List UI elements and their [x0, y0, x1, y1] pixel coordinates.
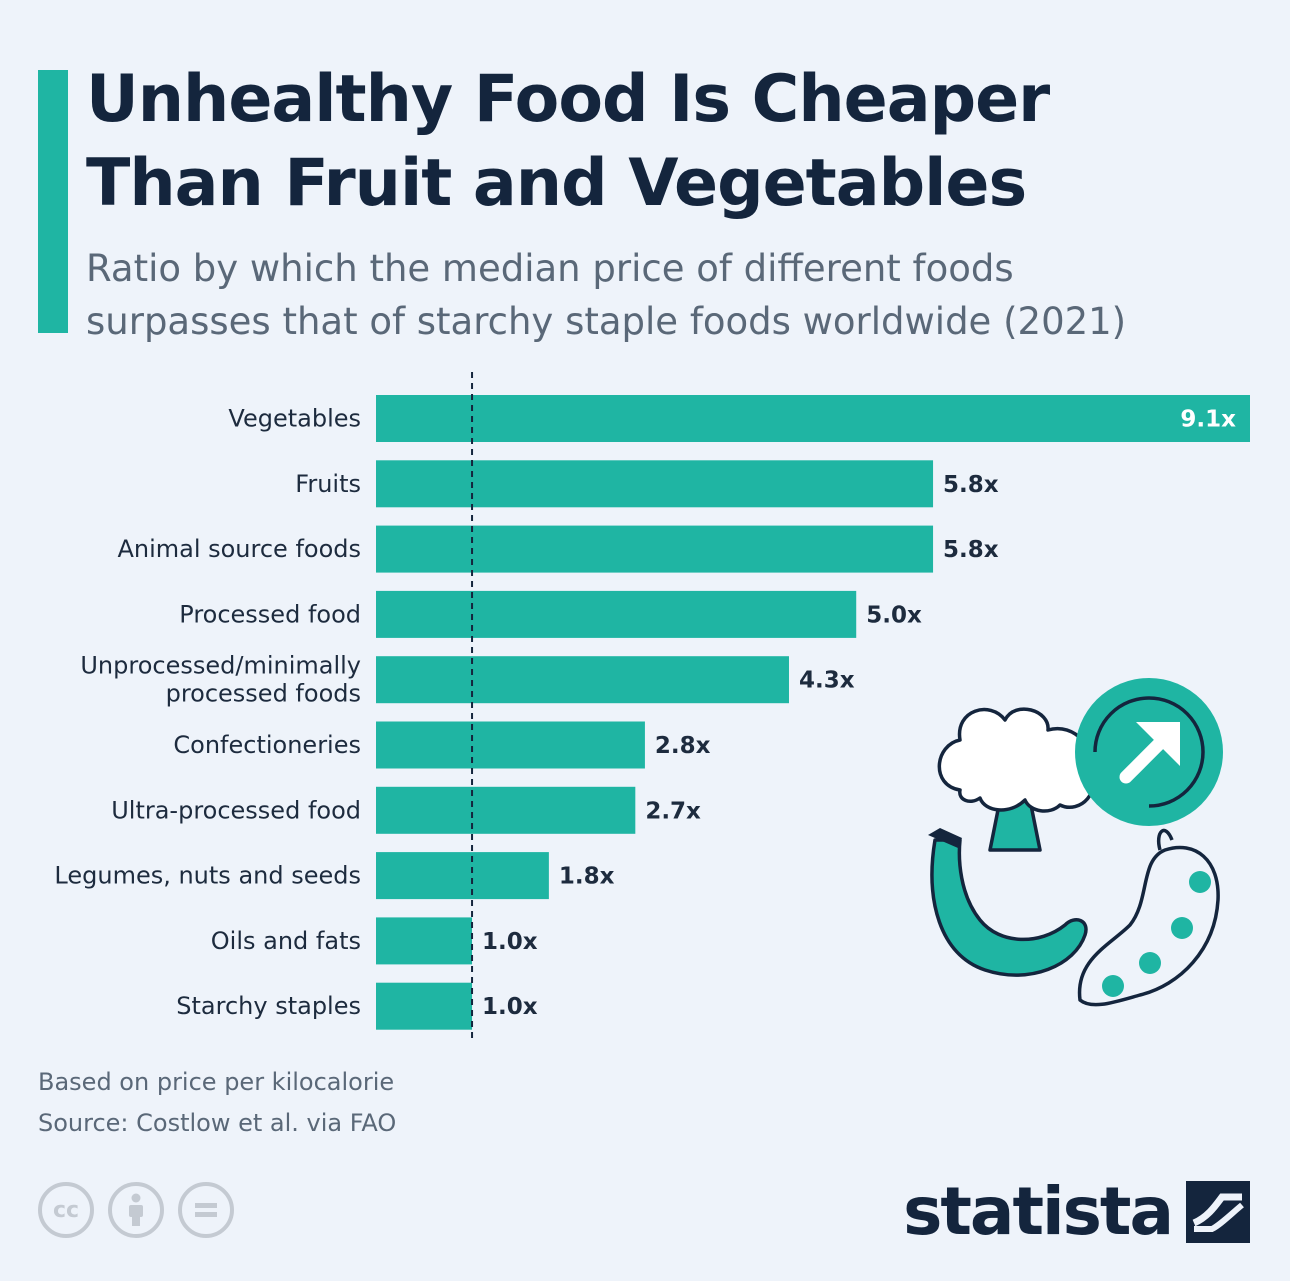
statista-logo[interactable]: statista: [903, 1174, 1250, 1250]
subtitle-line-1: Ratio by which the median price of diffe…: [86, 247, 1014, 290]
arrow-up-right-icon: [1075, 678, 1223, 826]
value-label-3: 5.0x: [866, 602, 922, 628]
category-label-9: Starchy staples: [176, 992, 361, 1020]
category-label-6: Ultra-processed food: [111, 796, 361, 824]
title-accent-bar: [38, 70, 68, 333]
footnote-source: Source: Costlow et al. via FAO: [38, 1109, 397, 1137]
category-label-1: Fruits: [295, 470, 361, 498]
category-label-4-1: processed foods: [166, 680, 361, 708]
category-label-8: Oils and fats: [211, 927, 361, 955]
value-label-8: 1.0x: [482, 929, 538, 955]
broccoli-icon: [937, 707, 1094, 852]
bar-8: [376, 917, 473, 965]
subtitle-line-2: surpasses that of starchy staple foods w…: [86, 300, 1127, 343]
value-label-7: 1.8x: [559, 864, 615, 890]
bar-4: [376, 656, 789, 704]
chart-title: Unhealthy Food Is Cheaper Than Fruit and…: [86, 58, 1266, 226]
category-label-0: Vegetables: [228, 405, 361, 433]
brand-name: statista: [903, 1173, 1174, 1250]
bar-0: [376, 395, 1250, 442]
category-label-3: Processed food: [179, 600, 361, 628]
food-illustration: [928, 678, 1223, 1007]
value-label-9: 1.0x: [482, 994, 538, 1020]
statista-logo-icon: [1186, 1181, 1250, 1243]
value-label-5: 2.8x: [655, 733, 711, 759]
value-label-6: 2.7x: [645, 798, 701, 824]
category-label-5: Confectioneries: [173, 731, 361, 759]
category-label-2: Animal source foods: [117, 535, 361, 563]
banana-icon: [928, 828, 1088, 977]
creative-commons-icon[interactable]: cc: [38, 1182, 94, 1238]
category-label-4-0: Unprocessed/minimally: [80, 652, 361, 680]
value-label-2: 5.8x: [943, 537, 999, 563]
pea-pod-icon: [1077, 828, 1220, 1007]
value-label-4: 4.3x: [799, 668, 855, 694]
license-icons: cc: [38, 1182, 234, 1238]
bar-2: [376, 525, 934, 573]
bar-3: [376, 590, 857, 638]
no-derivatives-icon[interactable]: [178, 1182, 234, 1238]
bar-5: [376, 721, 645, 769]
bar-9: [376, 982, 473, 1030]
bar-7: [376, 852, 549, 900]
bar-1: [376, 460, 934, 508]
footnote-basis: Based on price per kilocalorie: [38, 1068, 395, 1096]
chart-subtitle: Ratio by which the median price of diffe…: [86, 242, 1266, 348]
value-label-0: 9.1x: [1180, 407, 1236, 433]
title-line-1: Unhealthy Food Is Cheaper: [86, 62, 1050, 137]
title-line-2: Than Fruit and Vegetables: [86, 146, 1027, 221]
category-label-7: Legumes, nuts and seeds: [54, 862, 361, 890]
bar-6: [376, 786, 636, 834]
value-label-1: 5.8x: [943, 472, 999, 498]
attribution-icon[interactable]: [108, 1182, 164, 1238]
